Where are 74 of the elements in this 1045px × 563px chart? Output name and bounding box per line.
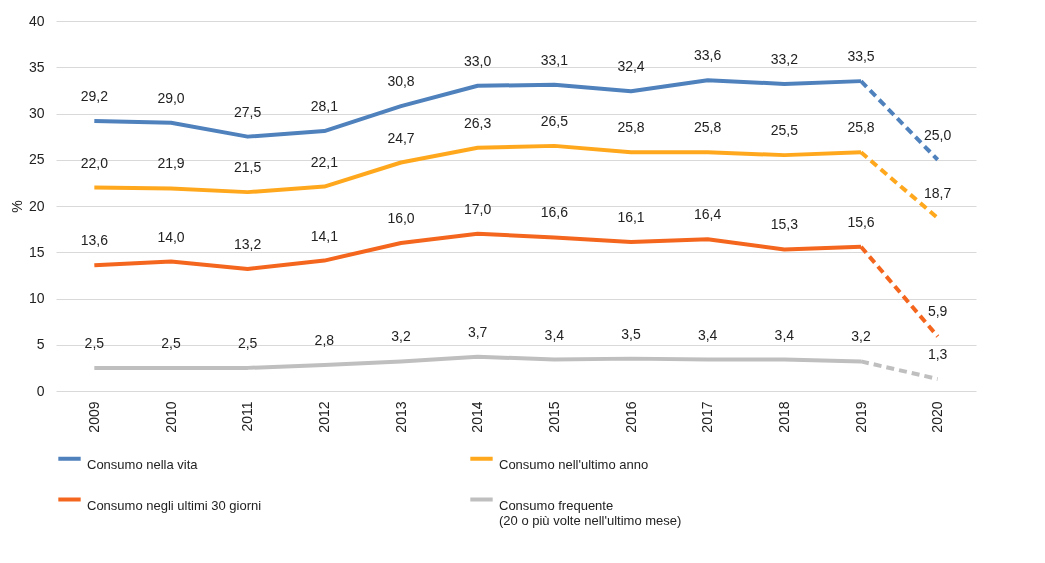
legend-label: Consumo nella vita	[87, 456, 199, 472]
data-label: 5,9	[927, 303, 948, 320]
data-label: 3,2	[851, 328, 871, 345]
data-label: 16,6	[540, 204, 569, 221]
y-tick-label: 15	[28, 243, 45, 260]
data-label: 33,2	[770, 50, 799, 67]
data-label: 26,3	[464, 114, 492, 131]
legend-label: Consumo nell'ultimo anno	[499, 456, 649, 472]
data-label: 15,3	[770, 216, 799, 233]
data-label: 26,5	[540, 112, 569, 129]
data-label: 25,5	[770, 122, 799, 139]
y-tick-label: 10	[28, 290, 45, 306]
data-label: 24,7	[387, 129, 415, 146]
data-label: 21,9	[157, 155, 185, 172]
data-label: 25,8	[847, 119, 875, 136]
x-tick-label: 2018	[775, 401, 792, 433]
data-label: 22,0	[80, 154, 109, 171]
data-label: 16,4	[694, 206, 722, 223]
data-label: 15,6	[847, 213, 875, 230]
data-label: 14,0	[157, 228, 185, 245]
y-tick-label: 0	[36, 382, 45, 399]
x-tick-label: 2017	[699, 401, 716, 433]
y-tick-label: 5	[36, 336, 45, 353]
x-tick-label: 2014	[469, 401, 486, 433]
data-label: 18,7	[924, 185, 952, 202]
data-label: 29,0	[157, 89, 185, 106]
data-label: 16,0	[387, 210, 415, 226]
data-label: 3,7	[467, 323, 488, 340]
x-tick-label: 2016	[622, 401, 639, 433]
data-label: 3,2	[391, 328, 411, 345]
y-tick-label: 30	[28, 105, 45, 121]
data-label: 25,8	[617, 119, 645, 136]
data-label: 21,5	[234, 159, 262, 176]
data-label: 33,5	[847, 48, 875, 65]
y-tick-label: 20	[28, 197, 45, 214]
data-label: 17,0	[464, 200, 492, 217]
data-label: 13,6	[80, 232, 109, 249]
legend-label: Consumo negli ultimi 30 giorni	[87, 497, 262, 513]
data-label: 28,1	[310, 98, 339, 115]
y-axis-title: %	[8, 200, 25, 213]
y-tick-label: 25	[28, 151, 45, 168]
x-tick-label: 2011	[239, 401, 256, 432]
data-label: 2,8	[314, 332, 335, 349]
data-label: 2,5	[161, 334, 181, 351]
data-label: 32,4	[617, 58, 645, 75]
data-label: 30,8	[387, 73, 415, 90]
data-label: 25,8	[694, 119, 722, 136]
data-label: 16,1	[617, 209, 645, 226]
x-tick-label: 2019	[852, 401, 869, 433]
data-label: 1,3	[927, 345, 948, 362]
data-label: 29,2	[80, 87, 109, 104]
x-tick-label: 2012	[315, 401, 332, 433]
data-label: 2,5	[237, 334, 258, 351]
data-label: 2,5	[84, 334, 105, 351]
data-label: 14,1	[310, 227, 339, 244]
legend-label: Consumo frequente (20 o più volte nell'ultimo mese)	[499, 497, 682, 528]
data-label: 25,0	[924, 126, 952, 143]
x-tick-label: 2015	[545, 401, 562, 433]
data-label: 22,1	[310, 153, 339, 170]
data-label: 3,5	[621, 325, 641, 342]
data-label: 3,4	[544, 326, 565, 343]
data-label: 33,0	[464, 52, 492, 69]
x-tick-label: 2010	[162, 401, 179, 433]
x-tick-label: 2009	[85, 401, 102, 433]
data-label: 27,5	[234, 103, 262, 120]
data-label: 3,4	[697, 326, 718, 343]
y-tick-label: 35	[28, 58, 45, 75]
x-tick-label: 2013	[392, 401, 409, 433]
y-tick-label: 40	[28, 12, 45, 29]
data-label: 33,1	[540, 51, 569, 68]
data-label: 33,6	[694, 47, 722, 64]
x-tick-label: 2020	[929, 401, 946, 433]
data-label: 3,4	[774, 326, 795, 343]
data-label: 13,2	[234, 235, 262, 252]
